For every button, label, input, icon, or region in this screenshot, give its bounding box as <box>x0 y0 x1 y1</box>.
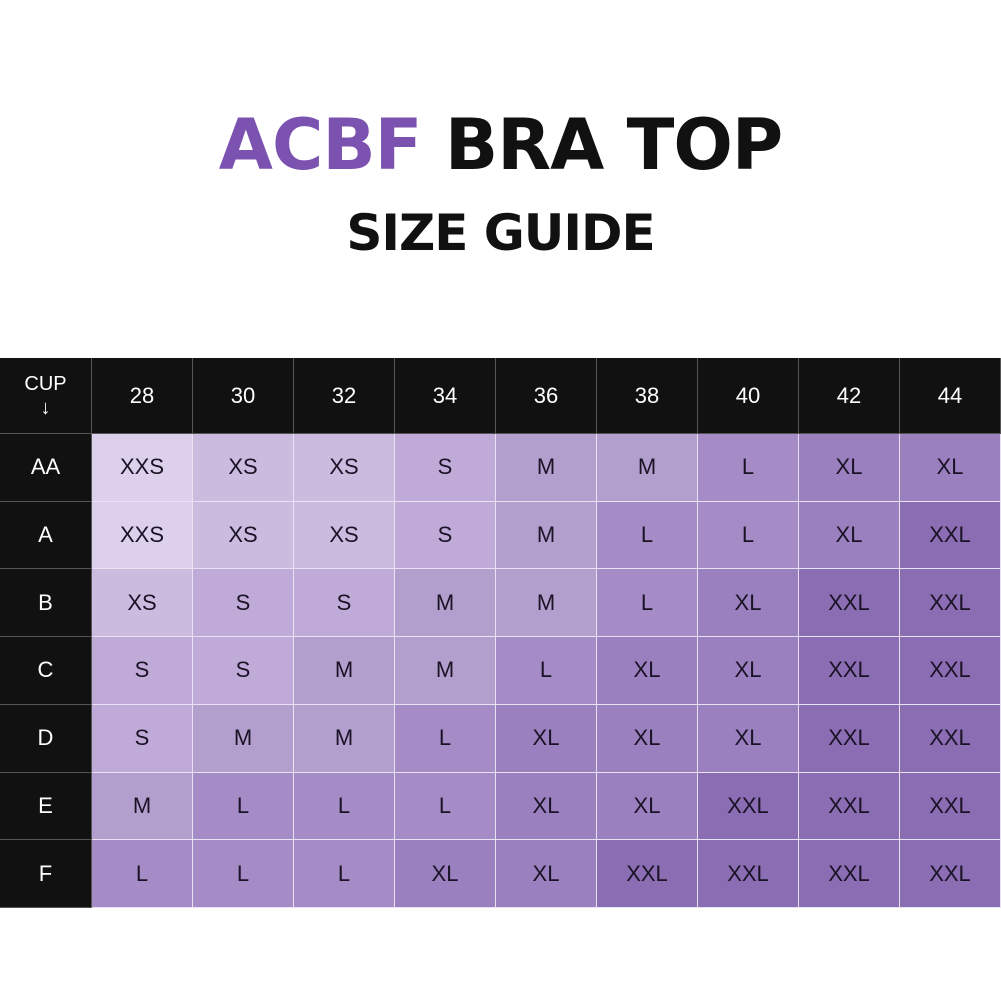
size-cell: XL <box>496 772 597 841</box>
size-cell: XXL <box>900 840 1001 908</box>
size-cell: XXL <box>799 637 900 705</box>
size-cell: M <box>395 569 496 638</box>
size-cell: L <box>193 840 294 908</box>
size-cell: S <box>92 704 193 773</box>
size-cell: XS <box>92 569 193 638</box>
band-size-header: 44 <box>900 358 1001 434</box>
size-cell: XL <box>496 840 597 908</box>
size-cell: M <box>496 501 597 570</box>
band-size-header: 36 <box>496 358 597 434</box>
size-cell: XXL <box>799 772 900 841</box>
size-cell: XL <box>597 772 698 841</box>
size-cell: S <box>395 501 496 570</box>
band-size-header: 34 <box>395 358 496 434</box>
size-cell: L <box>294 840 395 908</box>
size-cell: M <box>294 704 395 773</box>
size-cell: S <box>92 637 193 705</box>
corner-header: CUP ↓ <box>0 358 92 434</box>
size-cell: XXL <box>900 569 1001 638</box>
page-title: ACBF BRA TOP <box>0 100 1001 190</box>
size-cell: L <box>496 637 597 705</box>
page-subtitle: SIZE GUIDE <box>346 204 655 262</box>
size-table: CUP ↓ 28 30 32 34 36 38 40 42 44 AA XXS XS XS S M M L XL X… <box>0 358 1001 908</box>
size-cell: L <box>597 501 698 570</box>
band-size-header: 40 <box>698 358 799 434</box>
band-size-header: 28 <box>92 358 193 434</box>
size-cell: M <box>92 772 193 841</box>
size-cell: XL <box>698 569 799 638</box>
size-cell: XXL <box>698 772 799 841</box>
size-cell: L <box>597 569 698 638</box>
size-cell: XL <box>395 840 496 908</box>
cup-label: CUP <box>24 372 67 395</box>
size-cell: XL <box>799 501 900 570</box>
size-cell: XL <box>698 704 799 773</box>
size-cell: XL <box>698 637 799 705</box>
size-cell: S <box>294 569 395 638</box>
product-name: BRA TOP <box>444 104 783 186</box>
size-cell: M <box>597 434 698 502</box>
size-cell: XL <box>597 637 698 705</box>
cup-size-label: F <box>0 840 92 908</box>
size-cell: XL <box>799 434 900 502</box>
size-cell: XXL <box>698 840 799 908</box>
size-cell: XS <box>193 434 294 502</box>
size-cell: XXL <box>900 501 1001 570</box>
brand-name: ACBF <box>218 104 423 186</box>
cup-size-label: B <box>0 569 92 638</box>
size-cell: XL <box>496 704 597 773</box>
size-cell: XXL <box>799 840 900 908</box>
size-cell: M <box>496 569 597 638</box>
cup-size-label: A <box>0 501 92 570</box>
size-cell: M <box>193 704 294 773</box>
size-cell: XXL <box>799 704 900 773</box>
size-cell: XXS <box>92 434 193 502</box>
size-cell: XS <box>294 501 395 570</box>
cup-size-label: C <box>0 637 92 705</box>
size-cell: L <box>395 772 496 841</box>
size-cell: L <box>92 840 193 908</box>
size-cell: XXL <box>799 569 900 638</box>
cup-size-label: AA <box>0 434 92 502</box>
band-size-header: 32 <box>294 358 395 434</box>
size-cell: S <box>193 569 294 638</box>
size-cell: L <box>395 704 496 773</box>
size-cell: XXL <box>900 637 1001 705</box>
size-cell: XS <box>294 434 395 502</box>
cup-size-label: E <box>0 772 92 841</box>
cup-size-label: D <box>0 704 92 773</box>
size-cell: M <box>395 637 496 705</box>
size-cell: L <box>294 772 395 841</box>
size-cell: XL <box>900 434 1001 502</box>
arrow-down-icon: ↓ <box>40 396 51 419</box>
size-cell: S <box>193 637 294 705</box>
size-cell: M <box>294 637 395 705</box>
size-cell: L <box>698 434 799 502</box>
size-cell: L <box>698 501 799 570</box>
size-cell: XXL <box>900 772 1001 841</box>
band-size-header: 30 <box>193 358 294 434</box>
size-cell: S <box>395 434 496 502</box>
band-size-header: 38 <box>597 358 698 434</box>
size-cell: XXS <box>92 501 193 570</box>
size-cell: XXL <box>597 840 698 908</box>
size-cell: L <box>193 772 294 841</box>
size-cell: XXL <box>900 704 1001 773</box>
band-size-header: 42 <box>799 358 900 434</box>
size-cell: XS <box>193 501 294 570</box>
size-cell: M <box>496 434 597 502</box>
size-cell: XL <box>597 704 698 773</box>
